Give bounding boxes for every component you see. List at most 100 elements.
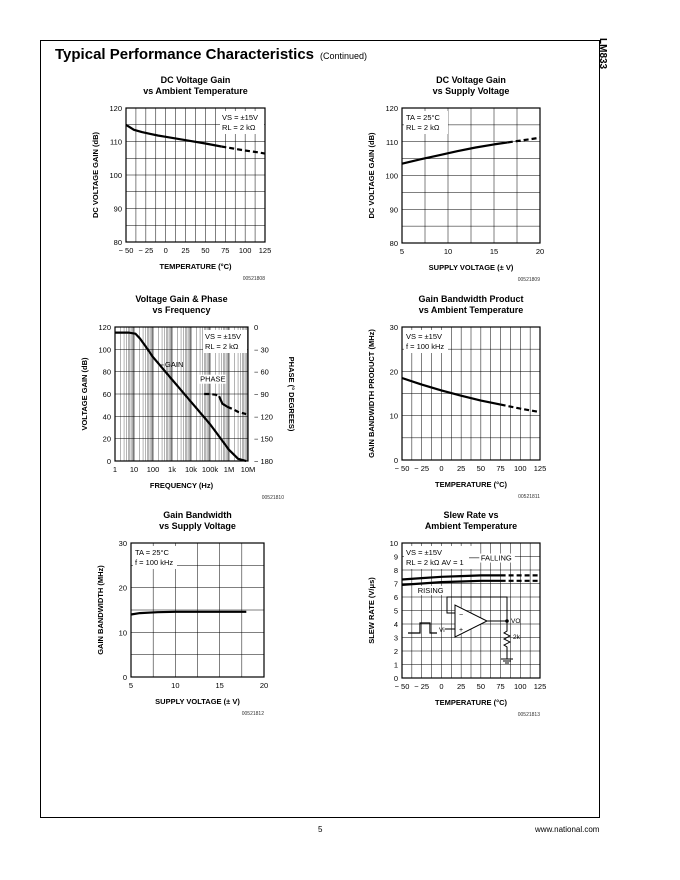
x-tick-label: − 50 <box>395 682 410 691</box>
x-axis-label: SUPPLY VOLTAGE (± V) <box>155 697 240 706</box>
conditions-annotation: VS = ±15V <box>406 548 442 557</box>
y-tick-label: 120 <box>385 104 398 113</box>
x-tick-label: 0 <box>164 246 168 255</box>
y-tick-label: 10 <box>390 412 398 421</box>
y-tick-label: 20 <box>103 435 111 444</box>
x-tick-label: 1M <box>224 465 234 474</box>
figure-ref-code: 00521808 <box>243 276 265 282</box>
x-tick-label: 100 <box>239 246 252 255</box>
series-line <box>507 136 541 144</box>
annotation-box <box>220 111 264 134</box>
page-title: Typical Performance Characteristics <box>55 46 315 63</box>
y-right-tick-label: − 150 <box>254 435 273 444</box>
chart-title: Gain Bandwidth <box>163 510 232 520</box>
y-tick-label: 7 <box>394 580 398 589</box>
conditions-annotation: VS = ±15V <box>205 332 241 341</box>
series-line-falling <box>401 574 501 581</box>
conditions-annotation: RL = 2 kΩ <box>205 342 239 351</box>
x-tick-label: 15 <box>490 247 498 256</box>
y-tick-label: 5 <box>394 607 398 616</box>
x-tick-label: 15 <box>215 681 223 690</box>
y-right-axis-label: PHASE (° DEGREES) <box>287 357 296 432</box>
rising-label-bg <box>415 585 444 595</box>
y-axis-label: VOLTAGE GAIN (dB) <box>80 357 89 431</box>
y-tick-label: 90 <box>114 205 122 214</box>
conditions-annotation: RL = 2 kΩ AV = 1 <box>406 558 464 567</box>
y-right-tick-label: − 180 <box>254 457 273 466</box>
y-tick-label: 6 <box>394 593 398 602</box>
x-tick-label: 100 <box>147 465 160 474</box>
x-tick-label: 0 <box>439 464 443 473</box>
series-line-phase <box>204 392 220 398</box>
x-tick-label: 100k <box>202 465 219 474</box>
gain-label: GAIN <box>165 360 183 369</box>
y-right-tick-label: − 90 <box>254 390 269 399</box>
y-tick-label: 110 <box>110 138 122 147</box>
x-tick-label: 50 <box>477 464 485 473</box>
x-tick-label: 25 <box>181 246 189 255</box>
y-tick-label: 100 <box>385 172 398 181</box>
chart-subtitle: vs Ambient Temperature <box>143 86 248 96</box>
x-tick-label: − 25 <box>138 246 153 255</box>
conditions-annotation: f = 100 kHz <box>135 558 173 567</box>
conditions-annotation: VS = ±15V <box>222 113 258 122</box>
annotation-box <box>133 546 177 569</box>
y-tick-label: 20 <box>119 584 127 593</box>
x-tick-label: 100 <box>514 682 527 691</box>
y-axis-label: DC VOLTAGE GAIN (dB) <box>367 132 376 218</box>
figure-ref-code: 00521809 <box>518 277 540 283</box>
x-tick-label: 5 <box>129 681 133 690</box>
series-line <box>500 403 541 414</box>
conditions-annotation: RL = 2 kΩ <box>406 123 440 132</box>
conditions-annotation: RL = 2 kΩ <box>222 123 256 132</box>
x-tick-label: 25 <box>457 464 465 473</box>
resistor-value-label: 2k <box>513 634 521 641</box>
x-tick-label: 75 <box>496 464 504 473</box>
y-axis-label: GAIN BANDWIDTH PRODUCT (MHz) <box>367 329 376 458</box>
y-tick-label: 10 <box>390 539 398 548</box>
y-tick-label: 0 <box>394 456 398 465</box>
x-tick-label: 25 <box>457 682 465 691</box>
y-right-tick-label: − 60 <box>254 368 269 377</box>
y-tick-label: 9 <box>394 553 398 562</box>
op-amp-symbol <box>454 604 489 638</box>
conditions-annotation: TA = 25°C <box>406 113 441 122</box>
plot-frame <box>401 107 541 244</box>
x-tick-label: 20 <box>260 681 268 690</box>
y-tick-label: 0 <box>394 674 398 683</box>
x-tick-label: 1 <box>113 465 117 474</box>
chart-title: Gain Bandwidth Product <box>419 294 524 304</box>
x-tick-label: 75 <box>221 246 229 255</box>
y-tick-label: 80 <box>114 238 122 247</box>
figure-ref-code: 00521812 <box>242 711 264 717</box>
page-number: 5 <box>318 825 323 834</box>
y-tick-label: 80 <box>103 368 111 377</box>
x-tick-label: 10 <box>130 465 138 474</box>
load-resistor <box>502 621 512 659</box>
website-link[interactable]: www.national.com <box>535 825 600 834</box>
y-tick-label: 90 <box>390 205 398 214</box>
inverting-input-sign: − <box>459 612 463 619</box>
feedback-wire <box>446 596 508 621</box>
y-tick-label: 2 <box>394 647 398 656</box>
y-axis-label: DC VOLTAGE GAIN (dB) <box>91 132 100 218</box>
x-tick-label: − 50 <box>119 246 134 255</box>
x-axis-label: TEMPERATURE (°C) <box>435 480 508 489</box>
y-tick-label: 4 <box>394 620 398 629</box>
x-tick-label: 125 <box>259 246 272 255</box>
y-right-tick-label: 0 <box>254 323 258 332</box>
y-tick-label: 30 <box>119 539 127 548</box>
phase-label: PHASE <box>200 375 225 384</box>
annotation-box <box>404 546 480 569</box>
rising-label: RISING <box>418 586 444 595</box>
noninverting-input-sign: + <box>459 627 463 634</box>
series-line-phase <box>218 395 228 408</box>
vo-label: VO <box>511 618 520 625</box>
x-tick-label: 0 <box>439 682 443 691</box>
series-line-gain <box>115 331 247 463</box>
input-pulse-waveform <box>408 622 437 634</box>
